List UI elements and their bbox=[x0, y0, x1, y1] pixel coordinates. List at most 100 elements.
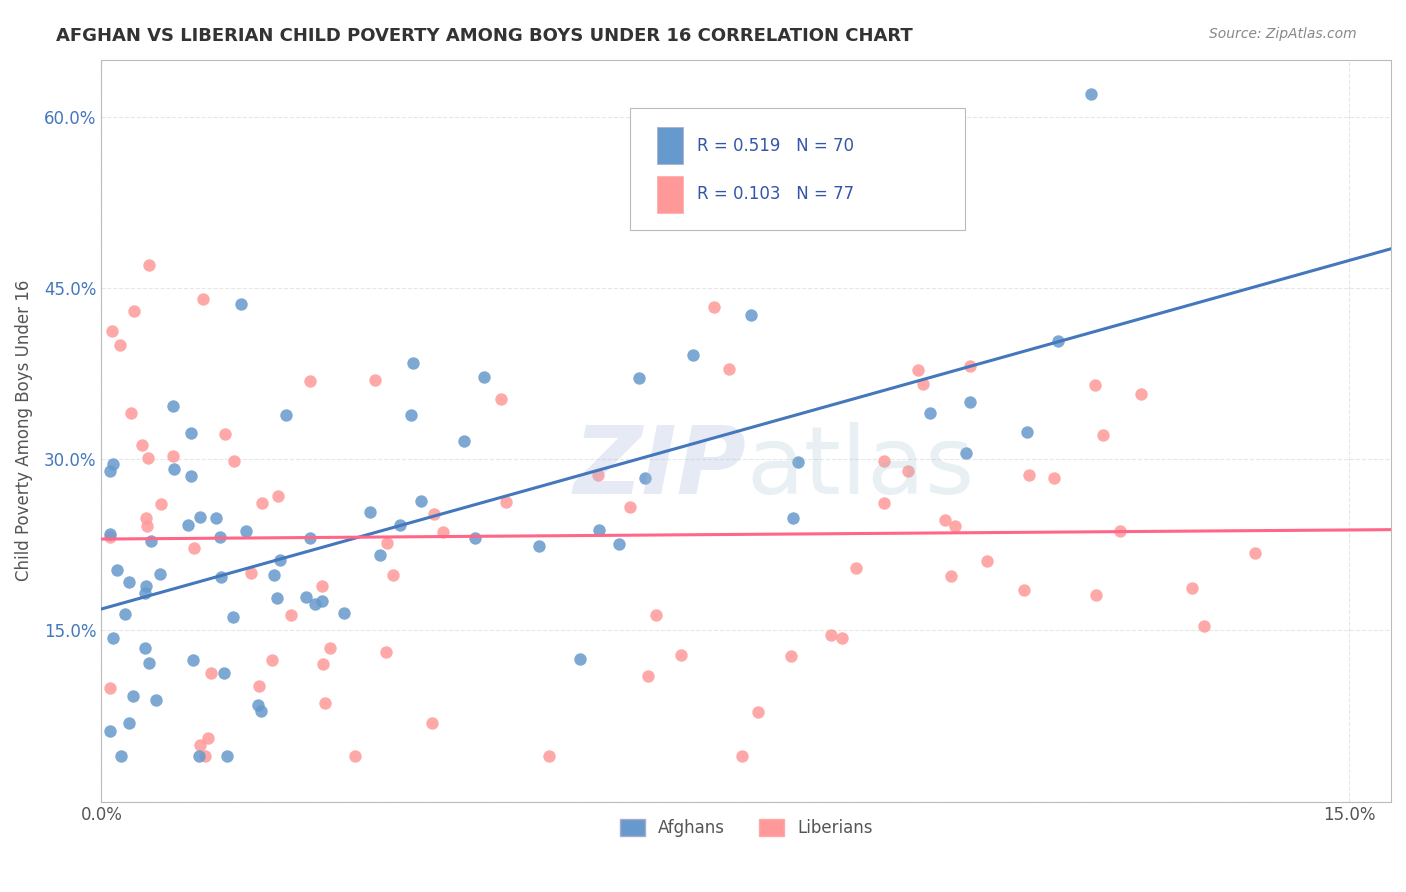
Point bbox=[183, 541, 205, 555]
Point bbox=[269, 553, 291, 567]
FancyBboxPatch shape bbox=[657, 176, 683, 213]
Point bbox=[907, 363, 929, 377]
Point bbox=[1092, 428, 1115, 442]
Point bbox=[375, 536, 398, 550]
Point bbox=[319, 640, 342, 655]
Point bbox=[489, 392, 512, 406]
Point bbox=[897, 464, 920, 478]
Point bbox=[314, 696, 336, 710]
Point bbox=[538, 748, 561, 763]
Point bbox=[162, 399, 184, 413]
Point bbox=[188, 739, 211, 753]
Point bbox=[682, 348, 704, 362]
Point bbox=[607, 537, 630, 551]
Point bbox=[1192, 619, 1215, 633]
Point bbox=[294, 591, 316, 605]
Point bbox=[959, 359, 981, 373]
Point bbox=[1018, 467, 1040, 482]
Point bbox=[118, 716, 141, 731]
Point bbox=[190, 509, 212, 524]
Point bbox=[1042, 471, 1064, 485]
Point bbox=[1080, 87, 1102, 101]
Point bbox=[260, 653, 283, 667]
Point bbox=[267, 489, 290, 503]
Point bbox=[311, 579, 333, 593]
Point bbox=[183, 653, 205, 667]
Point bbox=[114, 607, 136, 621]
Point bbox=[134, 586, 156, 600]
Point bbox=[669, 648, 692, 663]
Point bbox=[382, 567, 405, 582]
Point bbox=[231, 297, 253, 311]
Point bbox=[782, 510, 804, 524]
Point bbox=[311, 657, 333, 672]
Point bbox=[139, 534, 162, 549]
Point bbox=[747, 705, 769, 719]
Point bbox=[138, 657, 160, 671]
Point bbox=[215, 748, 238, 763]
Point bbox=[188, 748, 211, 763]
Point bbox=[122, 690, 145, 704]
Point bbox=[934, 513, 956, 527]
Point bbox=[224, 453, 246, 467]
Point bbox=[194, 748, 217, 763]
Point bbox=[627, 371, 650, 385]
Point bbox=[98, 724, 121, 739]
Point bbox=[250, 496, 273, 510]
Point bbox=[98, 464, 121, 478]
Point bbox=[1243, 546, 1265, 560]
Point bbox=[586, 468, 609, 483]
Point bbox=[495, 495, 517, 509]
Point bbox=[464, 531, 486, 545]
Point bbox=[1130, 387, 1153, 401]
Point bbox=[162, 450, 184, 464]
Point bbox=[180, 469, 202, 483]
Point bbox=[134, 641, 156, 656]
Point bbox=[1084, 377, 1107, 392]
Point bbox=[1015, 425, 1038, 439]
Point bbox=[644, 608, 666, 623]
Point bbox=[364, 373, 387, 387]
Point bbox=[298, 374, 321, 388]
Point bbox=[472, 370, 495, 384]
Point bbox=[619, 500, 641, 514]
Point bbox=[637, 669, 659, 683]
Text: ZIP: ZIP bbox=[574, 422, 747, 514]
Point bbox=[976, 554, 998, 568]
Point bbox=[634, 471, 657, 485]
Point bbox=[149, 566, 172, 581]
Point bbox=[423, 507, 446, 521]
FancyBboxPatch shape bbox=[630, 108, 966, 230]
Point bbox=[138, 450, 160, 465]
Point bbox=[101, 324, 124, 338]
Point bbox=[779, 648, 801, 663]
Point bbox=[118, 574, 141, 589]
Legend: Afghans, Liberians: Afghans, Liberians bbox=[612, 810, 880, 846]
Point bbox=[208, 530, 231, 544]
Point bbox=[101, 631, 124, 645]
Point bbox=[955, 446, 977, 460]
Point bbox=[134, 511, 156, 525]
Point bbox=[959, 394, 981, 409]
Point bbox=[163, 462, 186, 476]
Point bbox=[920, 406, 942, 420]
Point bbox=[1181, 581, 1204, 595]
Point bbox=[103, 457, 125, 471]
Point bbox=[703, 300, 725, 314]
Point bbox=[311, 594, 333, 608]
Text: R = 0.519   N = 70: R = 0.519 N = 70 bbox=[697, 136, 855, 155]
Point bbox=[98, 681, 121, 696]
Point bbox=[432, 524, 454, 539]
Point bbox=[299, 531, 322, 545]
Point bbox=[131, 438, 153, 452]
Point bbox=[235, 524, 257, 538]
Point bbox=[105, 562, 128, 576]
Point bbox=[845, 560, 868, 574]
Point bbox=[191, 293, 214, 307]
Point bbox=[98, 530, 121, 544]
Point bbox=[214, 427, 236, 442]
Point bbox=[221, 610, 243, 624]
Point bbox=[420, 716, 443, 731]
Point bbox=[873, 496, 896, 510]
Point bbox=[247, 679, 270, 693]
